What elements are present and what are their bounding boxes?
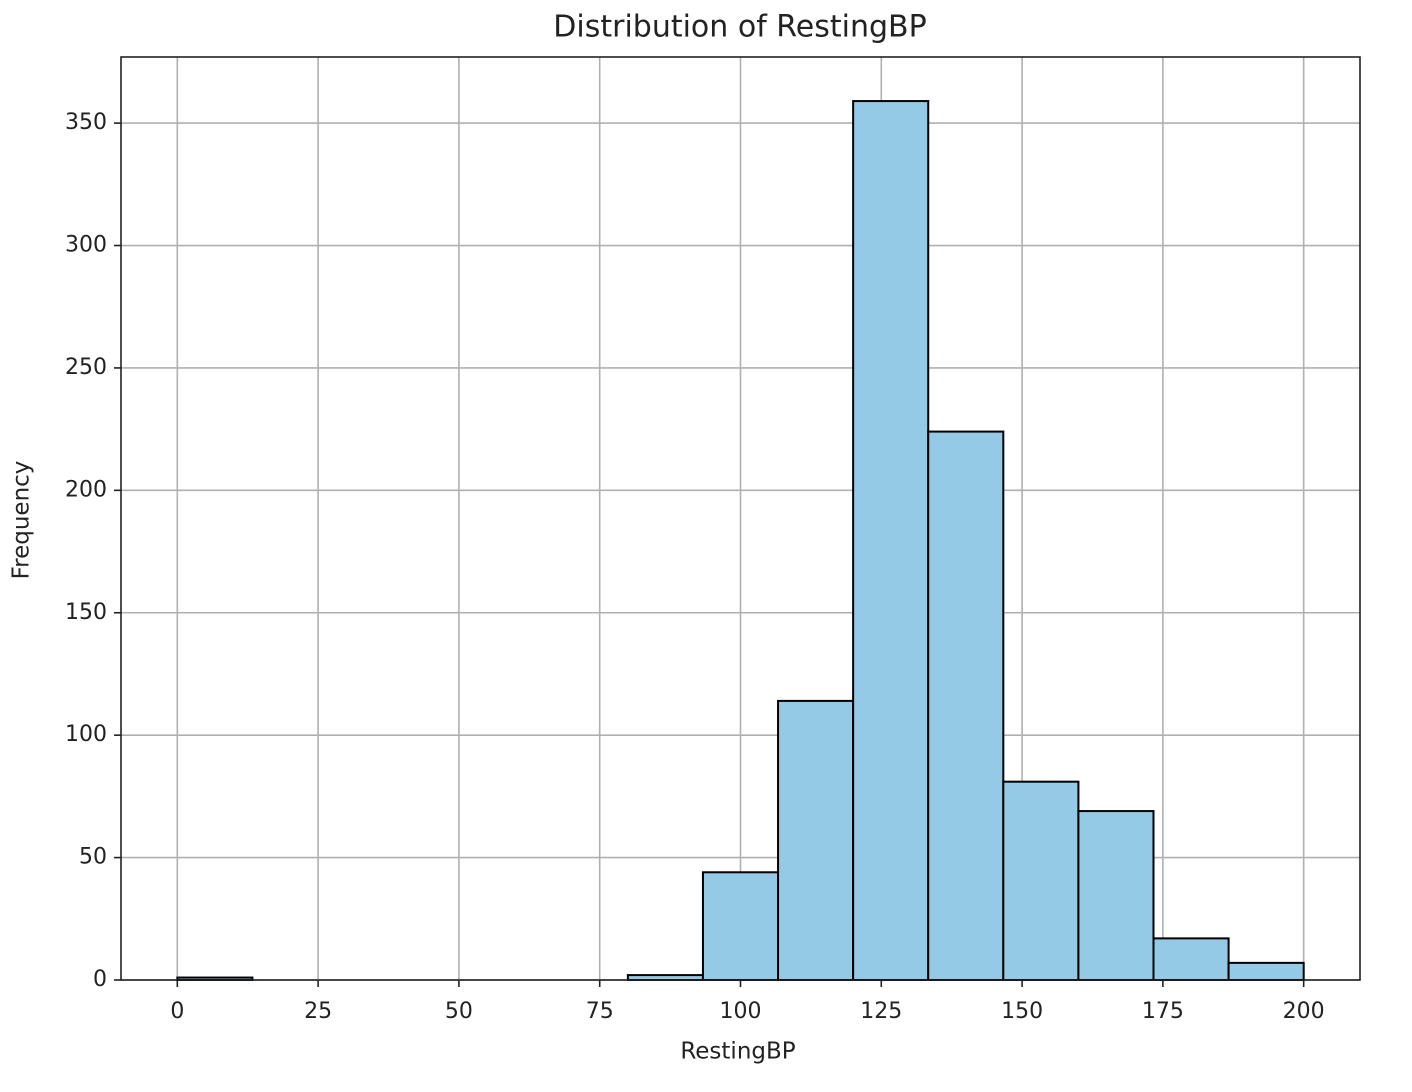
- y-tick-label: 100: [65, 722, 107, 747]
- bar: [701, 871, 780, 982]
- bar: [1002, 780, 1080, 981]
- bar: [777, 699, 855, 981]
- x-tick-label: 125: [860, 999, 902, 1024]
- x-tick-label: 25: [304, 999, 332, 1024]
- bar: [852, 100, 930, 981]
- y-axis-label: Frequency: [9, 461, 35, 580]
- y-tick-label: 250: [65, 355, 107, 380]
- y-tick-label: 350: [65, 110, 107, 135]
- bar: [1227, 961, 1305, 981]
- x-tick-label: 100: [720, 999, 762, 1024]
- y-tick-label: 0: [93, 967, 107, 992]
- x-tick-label: 200: [1283, 999, 1325, 1024]
- bar: [927, 430, 1005, 982]
- y-tick-label: 300: [65, 233, 107, 258]
- x-tick-label: 150: [1001, 999, 1043, 1024]
- x-tick-label: 50: [445, 999, 473, 1024]
- chart-title: Distribution of RestingBP: [553, 10, 926, 45]
- x-tick-label: 75: [586, 999, 614, 1024]
- y-tick-label: 200: [65, 477, 107, 502]
- x-tick-label: 0: [170, 999, 184, 1024]
- y-tick-label: 150: [65, 600, 107, 625]
- bar: [1077, 810, 1155, 981]
- bar: [1152, 937, 1230, 982]
- plot-frame: [120, 56, 1361, 981]
- y-tick-label: 50: [79, 845, 107, 870]
- x-tick-label: 175: [1142, 999, 1184, 1024]
- x-axis-label: RestingBP: [680, 1039, 795, 1065]
